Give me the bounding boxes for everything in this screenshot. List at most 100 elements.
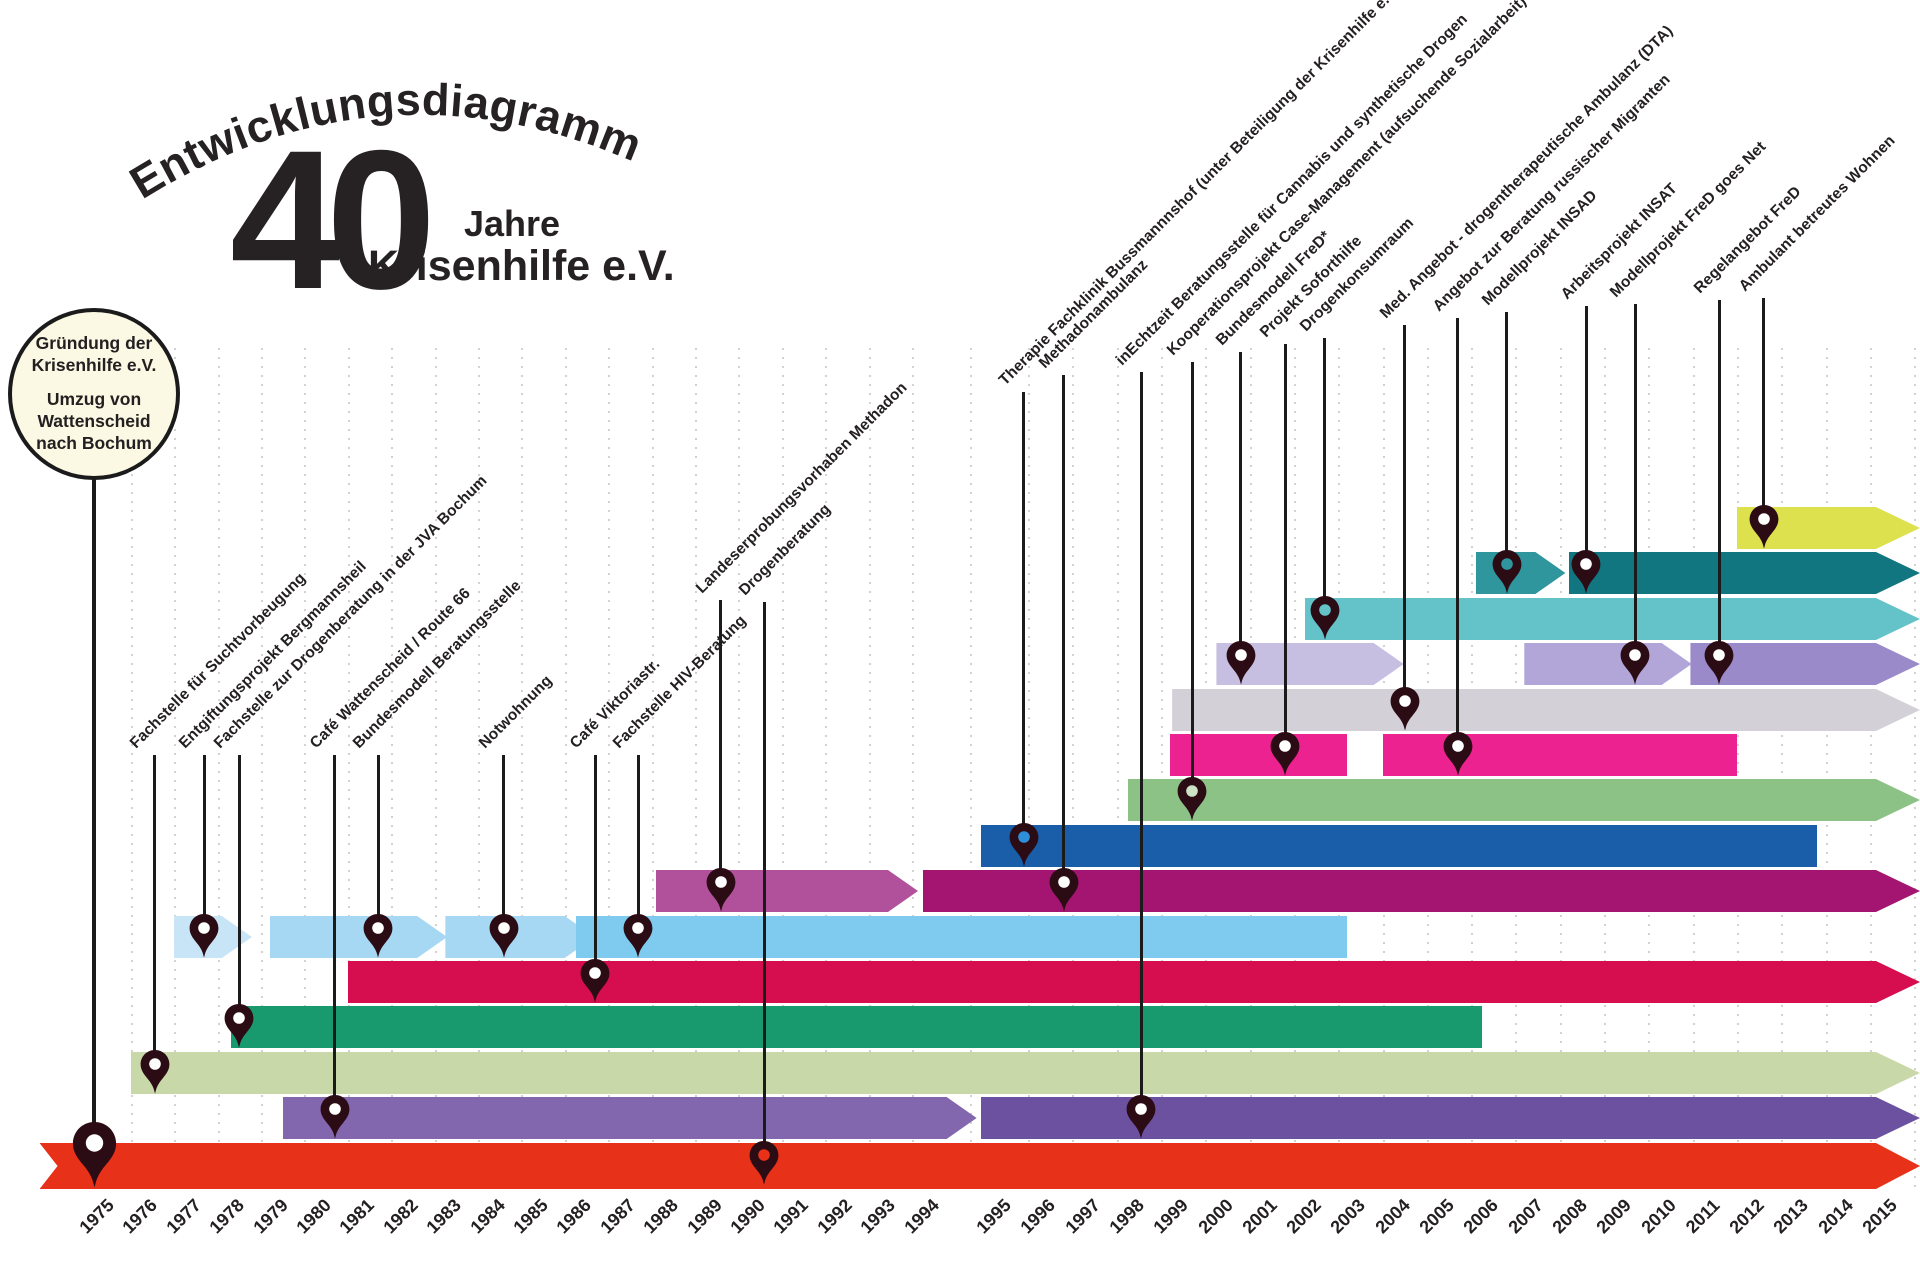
location-pin-icon — [320, 1095, 350, 1139]
bar-insad-insat-segment-2 — [1569, 552, 1920, 594]
pin-connector-line — [1505, 312, 1509, 565]
bar-cafe-wattenscheid-inechtzeit-segment-2 — [981, 1097, 1920, 1139]
founding-connector-line — [92, 474, 96, 1126]
pin-connector-line — [593, 755, 597, 974]
title-org: Krisenhilfe e.V. — [368, 242, 675, 290]
pin-connector-line — [1762, 298, 1766, 520]
pin-connector-line — [636, 755, 640, 929]
year-gridline — [608, 348, 611, 1192]
location-pin-icon — [72, 1122, 116, 1188]
bar-soforthilfe-migranten-segment-2 — [1382, 734, 1737, 776]
bar-dta-ambulanz-segment-1 — [1172, 689, 1920, 731]
bar-fred-segment-2 — [1524, 643, 1691, 685]
location-pin-icon — [1009, 823, 1039, 867]
bar-case-management-segment-1 — [1128, 779, 1920, 821]
location-pin-icon — [1492, 550, 1521, 594]
year-gridline — [1028, 348, 1031, 1192]
location-pin-icon — [1620, 641, 1650, 685]
year-gridline — [434, 348, 437, 1192]
year-gridline — [174, 348, 177, 1192]
pin-connector-line — [1139, 372, 1143, 1110]
year-gridline — [1914, 348, 1916, 1192]
year-gridline — [781, 348, 784, 1192]
location-pin-icon — [1749, 505, 1778, 549]
bar-beratungsstelle-blau-segment-2 — [270, 916, 448, 958]
pin-connector-line — [237, 755, 241, 1019]
year-gridline — [564, 348, 567, 1192]
bar-soforthilfe-migranten-segment-1 — [1169, 734, 1348, 776]
bar-krisenhilfe-haupt-segment-1 — [40, 1143, 1920, 1189]
year-gridline — [217, 348, 220, 1192]
pin-connector-line — [1717, 300, 1721, 656]
bar-cafe-wattenscheid-inechtzeit-segment-1 — [283, 1097, 977, 1139]
location-pin-icon — [580, 959, 610, 1003]
bar-fachklinik-bussmannshof-segment-1 — [981, 825, 1817, 867]
founding-note-line2: Umzug von Wattenscheid nach Bochum — [36, 389, 152, 453]
title-number: 40 — [230, 109, 428, 330]
location-pin-icon — [140, 1050, 169, 1094]
year-gridline — [477, 348, 480, 1192]
pin-connector-line — [719, 600, 723, 883]
location-pin-icon — [1390, 687, 1420, 731]
pin-connector-line — [502, 755, 506, 929]
year-gridline — [304, 348, 307, 1192]
title-suffix: Jahre — [464, 203, 560, 244]
location-pin-icon — [624, 914, 653, 958]
location-pin-icon — [224, 1004, 254, 1048]
bar-beratungsstelle-blau-segment-3 — [445, 916, 594, 958]
event-label: Landeserprobungsvorhaben Methadon — [692, 379, 911, 597]
location-pin-icon — [1443, 732, 1473, 776]
location-pin-icon — [363, 914, 393, 958]
year-gridline — [825, 348, 828, 1192]
bar-drogenkonsumraum-segment-1 — [1305, 598, 1920, 640]
founding-note-bubble: Gründung der Krisenhilfe e.V. Umzug von … — [8, 308, 180, 480]
pin-connector-line — [1022, 392, 1026, 838]
pin-connector-line — [376, 755, 380, 929]
pin-connector-line — [333, 755, 337, 1110]
location-pin-icon — [749, 1141, 779, 1185]
year-gridline — [1869, 348, 1872, 1192]
year-gridline — [130, 348, 133, 1192]
year-gridline — [260, 348, 263, 1192]
year-gridline — [521, 348, 524, 1192]
location-pin-icon — [1704, 641, 1734, 685]
location-pin-icon — [1126, 1095, 1156, 1139]
pin-connector-line — [1190, 362, 1194, 792]
year-gridline — [1781, 348, 1784, 1192]
location-pin-icon — [1049, 868, 1078, 912]
bar-cafe-viktoriastr-segment-1 — [348, 961, 1920, 1003]
pin-connector-line — [202, 755, 206, 929]
location-pin-icon — [489, 914, 519, 958]
year-gridline — [1736, 348, 1739, 1192]
year-gridline — [1116, 348, 1119, 1192]
title-block: Entwicklungsdiagramm 40 Jahre Krisenhilf… — [121, 74, 675, 330]
location-pin-icon — [1226, 641, 1256, 685]
location-pin-icon — [1270, 732, 1300, 776]
year-gridline — [969, 348, 972, 1192]
location-pin-icon — [706, 868, 736, 912]
bar-beratungsstelle-blau-segment-4 — [575, 916, 1348, 958]
founding-note-line1: Gründung der Krisenhilfe e.V. — [31, 333, 157, 376]
year-gridline — [868, 348, 871, 1192]
pin-connector-line — [1633, 304, 1637, 656]
pin-connector-line — [153, 755, 157, 1065]
year-gridline — [1161, 348, 1164, 1192]
pin-connector-line — [1062, 375, 1066, 883]
bar-methadon-segment-1 — [656, 870, 918, 912]
year-gridline — [1825, 348, 1828, 1192]
bar-methadon-segment-2 — [923, 870, 1920, 912]
location-pin-icon — [1177, 777, 1207, 821]
pin-connector-line — [1456, 318, 1460, 747]
pin-connector-line — [1323, 338, 1327, 611]
event-label: Notwohnung — [475, 672, 556, 752]
year-gridline — [1072, 348, 1075, 1192]
pin-connector-line — [1283, 344, 1287, 747]
pin-connector-line — [762, 602, 766, 1156]
bar-jva-drogenberatung-segment-1 — [230, 1006, 1483, 1048]
bar-suchtvorbeugung-segment-1 — [131, 1052, 1920, 1094]
year-gridline — [391, 348, 394, 1192]
location-pin-icon — [1310, 596, 1340, 640]
pin-connector-line — [1403, 325, 1407, 702]
year-gridline — [347, 348, 350, 1192]
